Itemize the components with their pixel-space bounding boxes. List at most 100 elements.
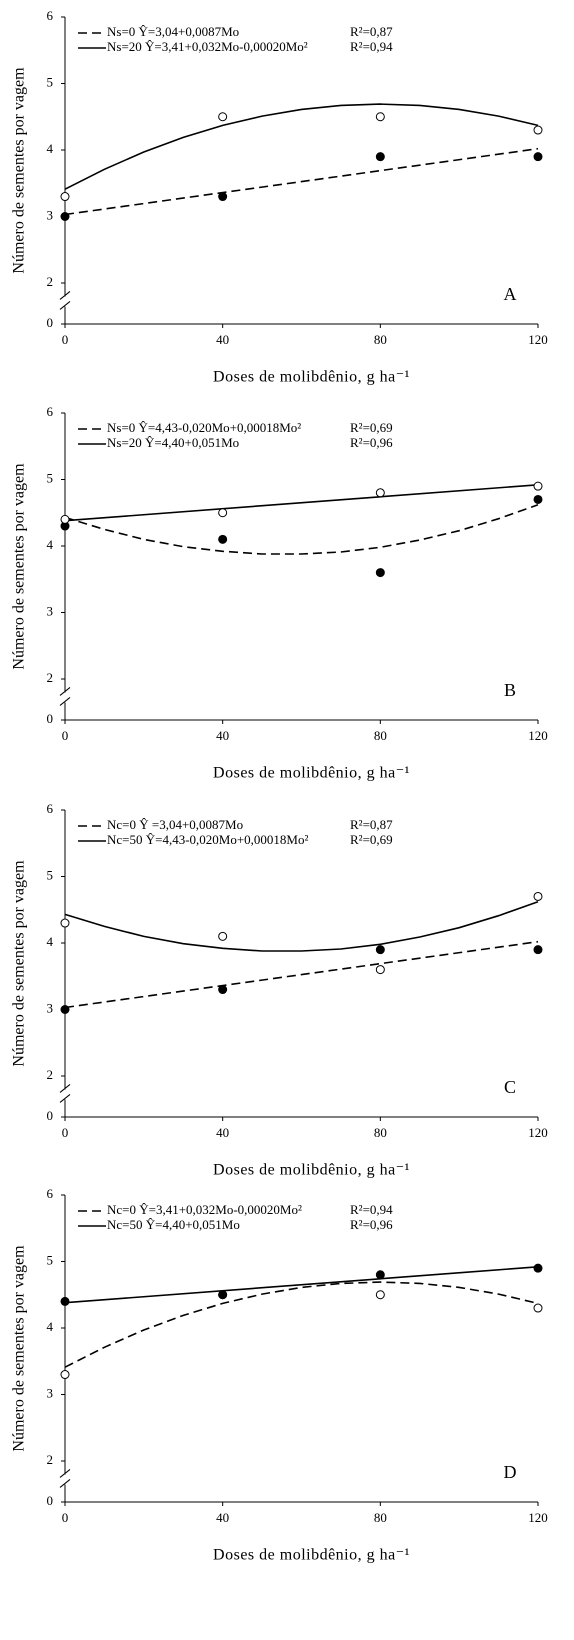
legend-r2: R²=0,69 xyxy=(350,420,393,435)
data-point xyxy=(60,1005,70,1014)
x-tick-label: 120 xyxy=(528,728,548,743)
y-tick-label: 0 xyxy=(47,1493,54,1508)
data-point xyxy=(218,985,228,995)
y-tick-label: 4 xyxy=(47,1319,54,1334)
x-tick-label: 0 xyxy=(62,1125,69,1140)
legend-r2: R²=0,69 xyxy=(350,832,393,847)
x-tick-label: 40 xyxy=(216,332,229,347)
legend-label: Nc=50 Ŷ=4,43-0,020Mo+0,00018Mo² xyxy=(107,832,308,847)
panel: 0 2 3 4 5 6 0 40 80 120 Doses de molibdênio, g ha⁻… xyxy=(11,8,548,386)
data-point xyxy=(533,891,543,901)
data-point xyxy=(375,152,385,162)
legend-label: Nc=0 Ŷ =3,04+0,0087Mo xyxy=(107,817,243,832)
y-axis-title: Número de sementes por vagem xyxy=(11,860,28,1067)
data-point xyxy=(375,488,385,498)
axis-break xyxy=(59,1469,71,1478)
data-point xyxy=(60,192,70,202)
panel-label: C xyxy=(504,1077,516,1097)
x-tick-label: 0 xyxy=(62,1510,69,1525)
data-point xyxy=(375,1290,385,1300)
data-point xyxy=(375,112,385,122)
data-point xyxy=(533,945,543,955)
axis-break xyxy=(59,1084,71,1093)
data-point xyxy=(375,1270,385,1280)
x-tick-label: 0 xyxy=(62,728,69,743)
legend-label: Nc=50 Ŷ=4,40+0,051Mo xyxy=(107,1217,240,1232)
y-tick-label: 2 xyxy=(47,1067,54,1082)
y-axis-title: Número de sementes por vagem xyxy=(11,1245,28,1452)
data-point xyxy=(218,192,228,202)
x-tick-label: 80 xyxy=(374,1125,387,1140)
y-tick-label: 4 xyxy=(47,537,54,552)
y-tick-label: 6 xyxy=(47,1186,54,1201)
x-axis-title: Doses de molibdênio, g ha⁻¹ xyxy=(213,765,410,782)
axis-break xyxy=(59,291,71,300)
x-tick-label: 120 xyxy=(528,1125,548,1140)
data-point xyxy=(218,508,228,518)
legend-r2: R²=0,87 xyxy=(350,24,393,39)
fit-line xyxy=(64,484,539,522)
data-point xyxy=(218,112,228,122)
axis-break xyxy=(59,1479,71,1488)
x-axis-title: Doses de molibdênio, g ha⁻¹ xyxy=(213,369,410,386)
x-tick-label: 80 xyxy=(374,1510,387,1525)
x-tick-label: 40 xyxy=(216,1510,229,1525)
fit-line xyxy=(64,504,539,555)
y-tick-label: 2 xyxy=(47,1452,54,1467)
data-point xyxy=(375,965,385,975)
y-tick-label: 5 xyxy=(47,74,54,89)
y-tick-label: 3 xyxy=(47,603,54,618)
y-tick-label: 4 xyxy=(47,934,54,949)
legend-r2: R²=0,96 xyxy=(350,435,393,450)
y-tick-label: 6 xyxy=(47,404,54,419)
legend-r2: R²=0,94 xyxy=(350,1202,393,1217)
y-tick-label: 0 xyxy=(47,1108,54,1123)
y-tick-label: 3 xyxy=(47,1000,54,1015)
data-point xyxy=(375,568,385,578)
y-tick-label: 4 xyxy=(47,141,54,156)
legend-r2: R²=0,94 xyxy=(350,39,393,54)
data-point xyxy=(60,1370,70,1380)
legend-r2: R²=0,96 xyxy=(350,1217,393,1232)
data-point xyxy=(533,494,543,504)
y-tick-label: 3 xyxy=(47,207,54,222)
x-tick-label: 80 xyxy=(374,728,387,743)
y-tick-label: 6 xyxy=(47,8,54,23)
y-tick-label: 6 xyxy=(47,801,54,816)
data-point xyxy=(375,945,385,955)
legend-label: Ns=0 Ŷ=3,04+0,0087Mo xyxy=(107,24,239,39)
axis-break xyxy=(59,1094,71,1103)
y-tick-label: 0 xyxy=(47,711,54,726)
axis-break xyxy=(59,697,71,706)
legend-r2: R²=0,87 xyxy=(350,817,393,832)
data-point xyxy=(218,931,228,941)
data-point xyxy=(533,125,543,135)
data-point xyxy=(533,481,543,491)
y-tick-label: 3 xyxy=(47,1385,54,1400)
panel: 0 2 3 4 5 6 0 40 80 120 Doses de molibdênio, g ha⁻… xyxy=(11,801,548,1179)
panel-label: A xyxy=(504,284,517,304)
fit-line xyxy=(64,1281,539,1368)
x-axis-title: Doses de molibdênio, g ha⁻¹ xyxy=(213,1162,410,1179)
y-tick-label: 2 xyxy=(47,670,54,685)
fit-line xyxy=(64,103,539,190)
data-point xyxy=(533,152,543,162)
panel: 0 2 3 4 5 6 0 40 80 120 Doses de molibdênio, g ha⁻… xyxy=(11,404,548,782)
panel: 0 2 3 4 5 6 0 40 80 120 Doses de molibdênio, g ha⁻… xyxy=(11,1186,548,1564)
x-axis-title: Doses de molibdênio, g ha⁻¹ xyxy=(213,1547,410,1564)
data-point xyxy=(533,1263,543,1273)
panel-label: D xyxy=(504,1462,517,1482)
x-tick-label: 120 xyxy=(528,332,548,347)
fit-line xyxy=(64,940,539,1009)
fit-line xyxy=(64,147,539,216)
x-tick-label: 40 xyxy=(216,728,229,743)
y-tick-label: 5 xyxy=(47,1252,54,1267)
y-axis-title: Número de sementes por vagem xyxy=(11,463,28,670)
data-point xyxy=(218,1290,228,1300)
y-axis-title: Número de sementes por vagem xyxy=(11,67,28,274)
panel-label: B xyxy=(504,680,516,700)
legend-label: Ns=20 Ŷ=4,40+0,051Mo xyxy=(107,435,239,450)
y-tick-label: 2 xyxy=(47,274,54,289)
